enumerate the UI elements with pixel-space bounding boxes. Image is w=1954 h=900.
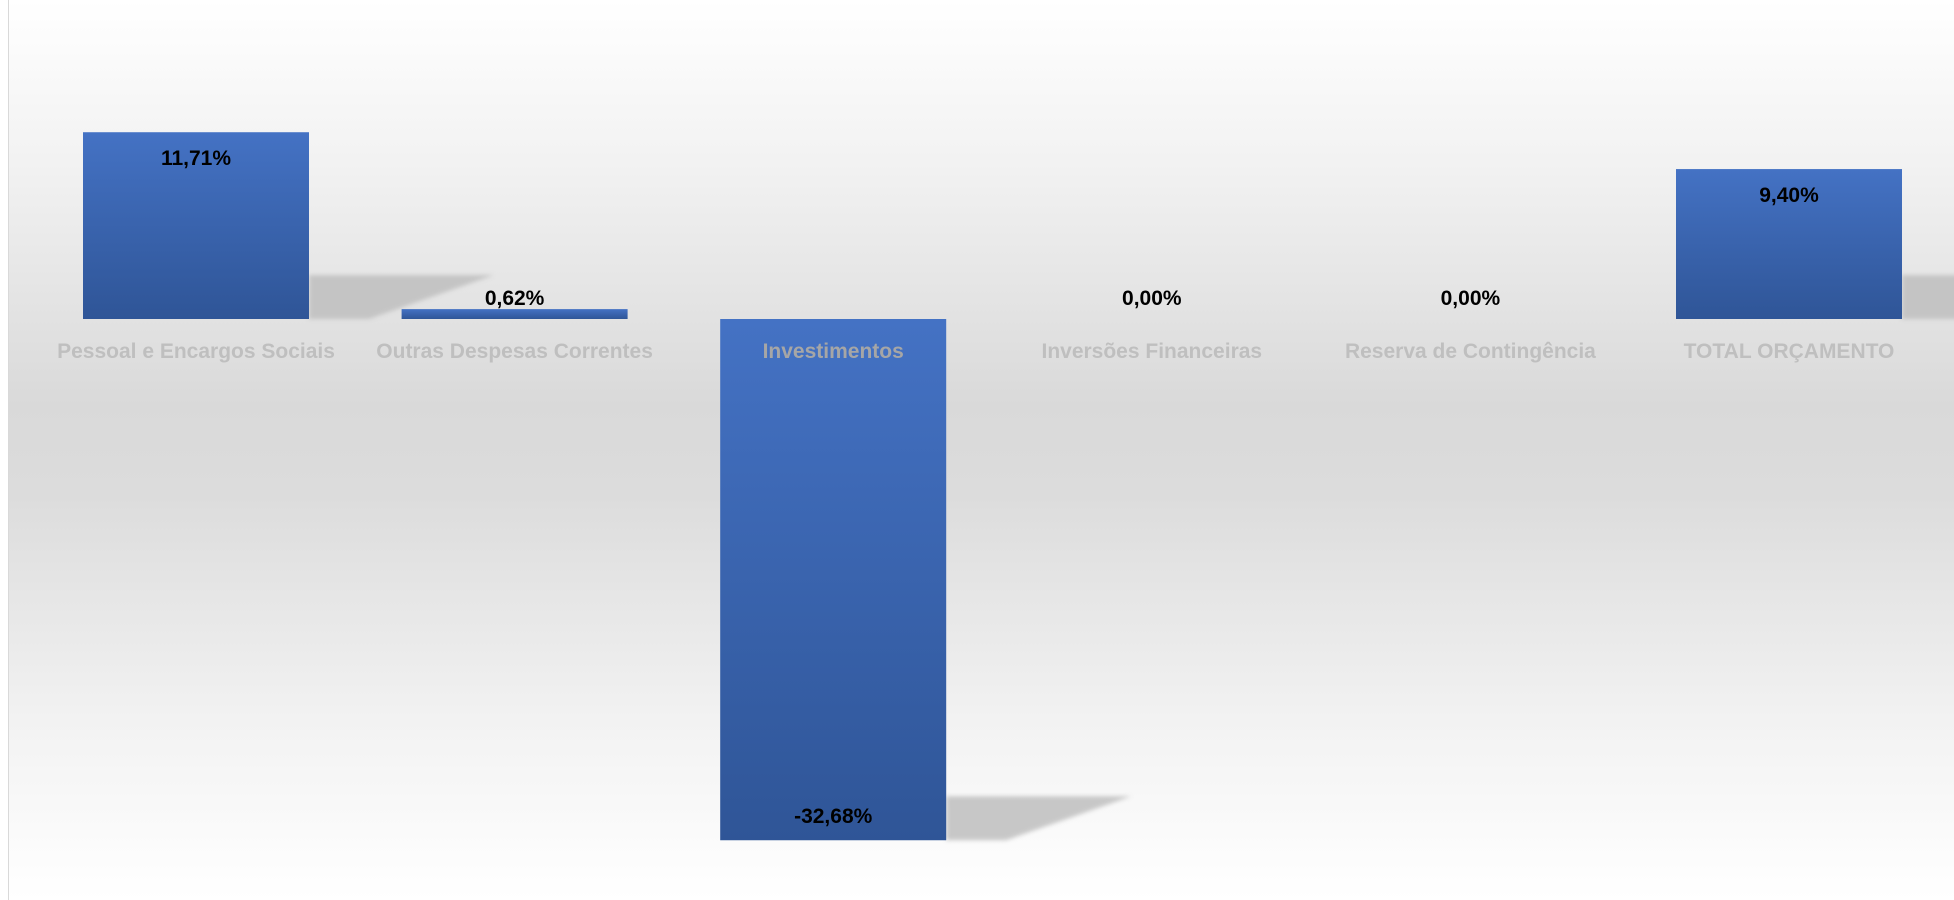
bar bbox=[83, 132, 309, 319]
category-label: Investimentos bbox=[763, 340, 904, 363]
bar-shadow bbox=[309, 275, 494, 319]
bar-shadow bbox=[1902, 275, 1954, 319]
bar bbox=[720, 319, 947, 841]
bar bbox=[401, 309, 628, 319]
category-label: TOTAL ORÇAMENTO bbox=[1684, 340, 1895, 363]
bar-chart: Pessoal e Encargos Sociais Outras Despesa… bbox=[57, 132, 1954, 841]
data-label: 9,40% bbox=[1759, 184, 1819, 207]
data-labels: 11,71% 0,62% -32,68% 0,00% 0,00% 9,40% bbox=[161, 147, 1819, 828]
category-label: Outras Despesas Correntes bbox=[376, 340, 653, 363]
category-label: Pessoal e Encargos Sociais bbox=[57, 340, 335, 363]
category-labels: Pessoal e Encargos Sociais Outras Despesa… bbox=[57, 340, 1894, 363]
category-label: Reserva de Contingência bbox=[1345, 340, 1596, 363]
data-label: -32,68% bbox=[794, 805, 873, 828]
chart-area: Pessoal e Encargos Sociais Outras Despesa… bbox=[8, 0, 1954, 900]
category-label: Inversões Financeiras bbox=[1041, 340, 1262, 363]
data-label: 0,00% bbox=[1122, 287, 1182, 310]
data-label: 0,00% bbox=[1441, 287, 1501, 310]
data-label: 11,71% bbox=[161, 147, 231, 170]
bar-shadow bbox=[946, 796, 1132, 841]
bar-shadows bbox=[309, 275, 1954, 841]
bars bbox=[83, 132, 1902, 841]
data-label: 0,62% bbox=[485, 287, 545, 310]
bar bbox=[1676, 169, 1902, 319]
